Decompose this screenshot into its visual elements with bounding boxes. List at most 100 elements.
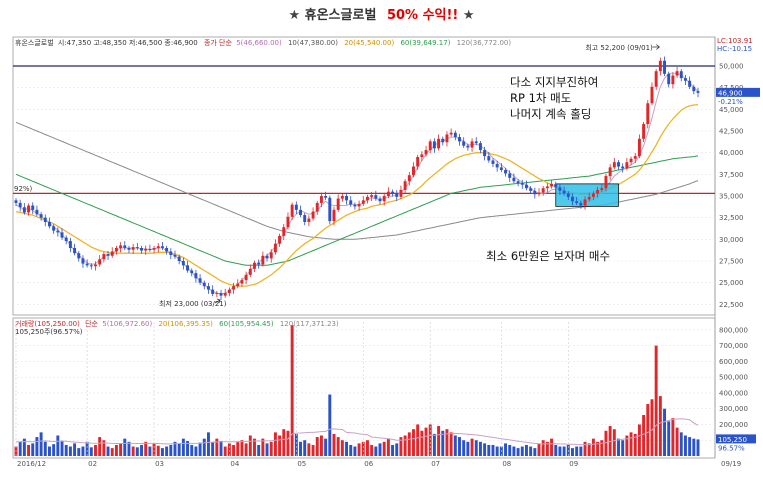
candle xyxy=(144,245,148,255)
volume-bar xyxy=(253,438,256,456)
volume-bar xyxy=(177,443,181,456)
candle xyxy=(165,245,169,255)
candle xyxy=(558,184,562,196)
candle-body xyxy=(319,196,323,203)
candle-body xyxy=(345,196,349,201)
volume-bar xyxy=(621,440,625,456)
candle xyxy=(587,192,591,202)
volume-bar xyxy=(156,445,160,456)
volume-bar xyxy=(504,443,507,456)
candle xyxy=(207,282,210,294)
candle-body xyxy=(123,245,127,248)
candle-body xyxy=(688,80,692,87)
candle-body xyxy=(324,196,328,198)
candle-body xyxy=(18,202,22,208)
candle xyxy=(508,170,512,183)
volume-bar xyxy=(407,432,411,456)
volume-bar xyxy=(391,444,395,456)
volume-bar xyxy=(579,446,583,456)
candle xyxy=(524,180,528,191)
volume-bar xyxy=(529,446,533,456)
candle-body xyxy=(625,162,629,169)
candle xyxy=(294,201,298,215)
date-tick-label: 08 xyxy=(502,460,511,468)
candle xyxy=(244,271,248,285)
candle-body xyxy=(524,184,528,189)
candle-body xyxy=(458,137,461,142)
candle xyxy=(399,185,403,200)
candle-body xyxy=(60,232,64,238)
candle xyxy=(148,244,152,252)
candle xyxy=(625,157,629,171)
volume-bar xyxy=(307,443,311,456)
left-edge-label: 92%) xyxy=(14,185,33,193)
candle xyxy=(617,160,620,170)
candle xyxy=(114,245,118,255)
volume-bar xyxy=(127,441,131,456)
candle xyxy=(340,193,344,202)
volume-bar xyxy=(60,441,64,456)
candle-body xyxy=(395,193,399,197)
candle-body xyxy=(399,189,403,197)
candle-body xyxy=(227,289,231,294)
candle-body xyxy=(579,202,583,206)
candle-body xyxy=(31,205,35,210)
candle xyxy=(658,57,662,76)
volume-bar xyxy=(524,444,528,456)
candle xyxy=(131,243,135,254)
candle-body xyxy=(257,262,261,265)
volume-bar xyxy=(202,438,206,456)
candle-body xyxy=(508,173,512,178)
candle-body xyxy=(650,86,654,104)
volume-tick-label: 500,000 xyxy=(719,374,748,382)
candle-body xyxy=(424,150,428,155)
candle-body xyxy=(94,264,97,267)
candle xyxy=(374,190,378,201)
candle-body xyxy=(328,197,332,222)
candle xyxy=(445,131,449,147)
candle-body xyxy=(554,183,558,188)
candle xyxy=(512,173,516,184)
candle-body xyxy=(181,261,185,266)
candle xyxy=(223,288,227,298)
volume-bar xyxy=(303,440,307,456)
price-tick-label: 22,500 xyxy=(719,301,744,309)
candle-body xyxy=(504,170,507,174)
volume-bar xyxy=(617,438,620,456)
candle xyxy=(311,207,315,221)
candle xyxy=(181,257,185,270)
volume-bar xyxy=(43,441,47,456)
vol-legend-ma20: 20(106,395.35) xyxy=(158,320,213,328)
candle-body xyxy=(68,241,72,248)
volume-bar xyxy=(257,444,261,456)
candle xyxy=(361,196,365,206)
candle-body xyxy=(232,286,236,290)
candle-body xyxy=(311,211,315,219)
candle xyxy=(495,160,499,172)
candle xyxy=(675,66,679,78)
volume-bar xyxy=(416,424,420,456)
volume-bar xyxy=(315,437,319,456)
low-arrow-icon xyxy=(214,298,221,304)
volume-bar xyxy=(35,437,39,456)
volume-bar xyxy=(144,441,148,456)
candle-body xyxy=(144,248,148,251)
candle xyxy=(156,243,160,253)
volume-bar xyxy=(64,444,68,456)
candle-body xyxy=(85,263,89,266)
candle xyxy=(68,237,72,253)
volume-bar xyxy=(290,325,294,456)
candle-body xyxy=(169,251,173,255)
candle-body xyxy=(22,207,26,213)
volume-ma-line xyxy=(16,418,699,446)
candle-body xyxy=(261,255,265,265)
candle xyxy=(596,186,600,198)
price-legend: 휴온스글로벌 시:47,350 고:48,350 저:46,500 종:46,9… xyxy=(15,38,511,47)
volume-bar xyxy=(349,444,353,456)
candle xyxy=(261,251,265,267)
candle xyxy=(571,193,574,206)
candle xyxy=(487,151,491,163)
candle xyxy=(227,287,231,297)
legend-ma10: 10(47,380.00) xyxy=(288,39,338,47)
